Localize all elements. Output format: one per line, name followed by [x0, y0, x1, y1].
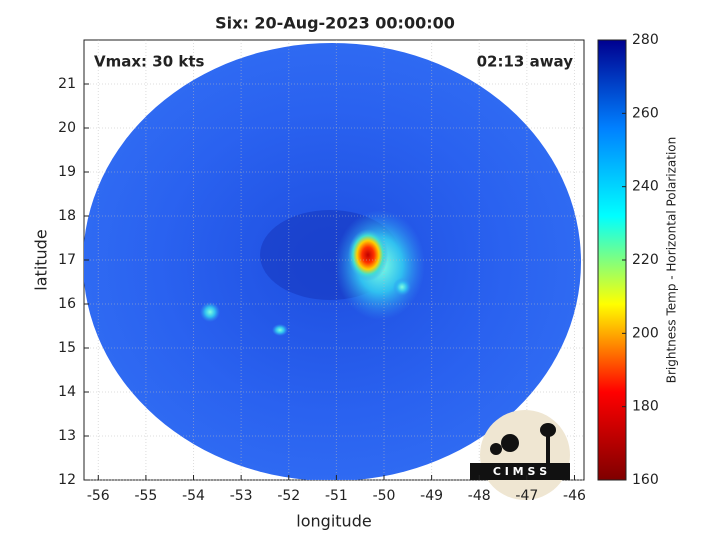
x-tick-label: -51 — [325, 488, 348, 504]
logo-tower — [546, 436, 550, 463]
cell — [393, 278, 411, 296]
colorbar-tick-label: 160 — [632, 472, 659, 488]
chart-title: Six: 20-Aug-2023 00:00:00 — [215, 14, 455, 33]
logo-dish — [501, 434, 519, 452]
colorbar-tick-label: 260 — [632, 105, 659, 121]
colorbar-tick-label: 280 — [632, 32, 659, 48]
x-tick-label: -55 — [134, 488, 157, 504]
logo: C I M S S — [470, 410, 570, 500]
grid — [84, 40, 584, 481]
cell — [200, 302, 220, 322]
colorbar-label: Brightness Temp - Horizontal Polarizatio… — [665, 137, 679, 384]
colorbar-tick-label: 180 — [632, 399, 659, 415]
logo-band — [470, 463, 570, 480]
image — [84, 43, 581, 480]
colorbar — [597, 39, 627, 481]
y-tick-label: 17 — [58, 252, 76, 268]
y-tick-label: 12 — [58, 472, 76, 488]
x-tick-label: -47 — [515, 488, 538, 504]
core — [348, 229, 388, 281]
colorbar-tick-label: 220 — [632, 252, 659, 268]
x-tick-label: -52 — [277, 488, 300, 504]
colorbar-tick-label: 200 — [632, 325, 659, 341]
annotation: Vmax: 30 kts — [94, 53, 204, 71]
logo-disc — [480, 410, 570, 500]
y-tick-label: 19 — [58, 164, 76, 180]
x-tick-label: -56 — [87, 488, 110, 504]
cell — [272, 324, 288, 336]
y-tick-label: 20 — [58, 120, 76, 136]
logo-tank — [540, 423, 556, 437]
x-tick-label: -46 — [563, 488, 586, 504]
y-tick-label: 21 — [58, 76, 76, 92]
logo-dish — [490, 443, 502, 455]
x-tick-label: -53 — [230, 488, 253, 504]
x-tick-label: -54 — [182, 488, 205, 504]
annotation: 02:13 away — [477, 53, 574, 71]
y-axis-label: latitude — [32, 229, 51, 290]
x-axis-label: longitude — [296, 512, 371, 531]
y-tick-label: 15 — [58, 340, 76, 356]
x-tick-label: -48 — [468, 488, 491, 504]
y-tick-label: 16 — [58, 296, 76, 312]
logo-text: C I M S S — [493, 465, 547, 478]
y-tick-label: 13 — [58, 428, 76, 444]
colorbar-tick-label: 240 — [632, 179, 659, 195]
x-tick-label: -49 — [420, 488, 443, 504]
x-tick-label: -50 — [373, 488, 396, 504]
y-tick-label: 18 — [58, 208, 76, 224]
y-tick-label: 14 — [58, 384, 76, 400]
